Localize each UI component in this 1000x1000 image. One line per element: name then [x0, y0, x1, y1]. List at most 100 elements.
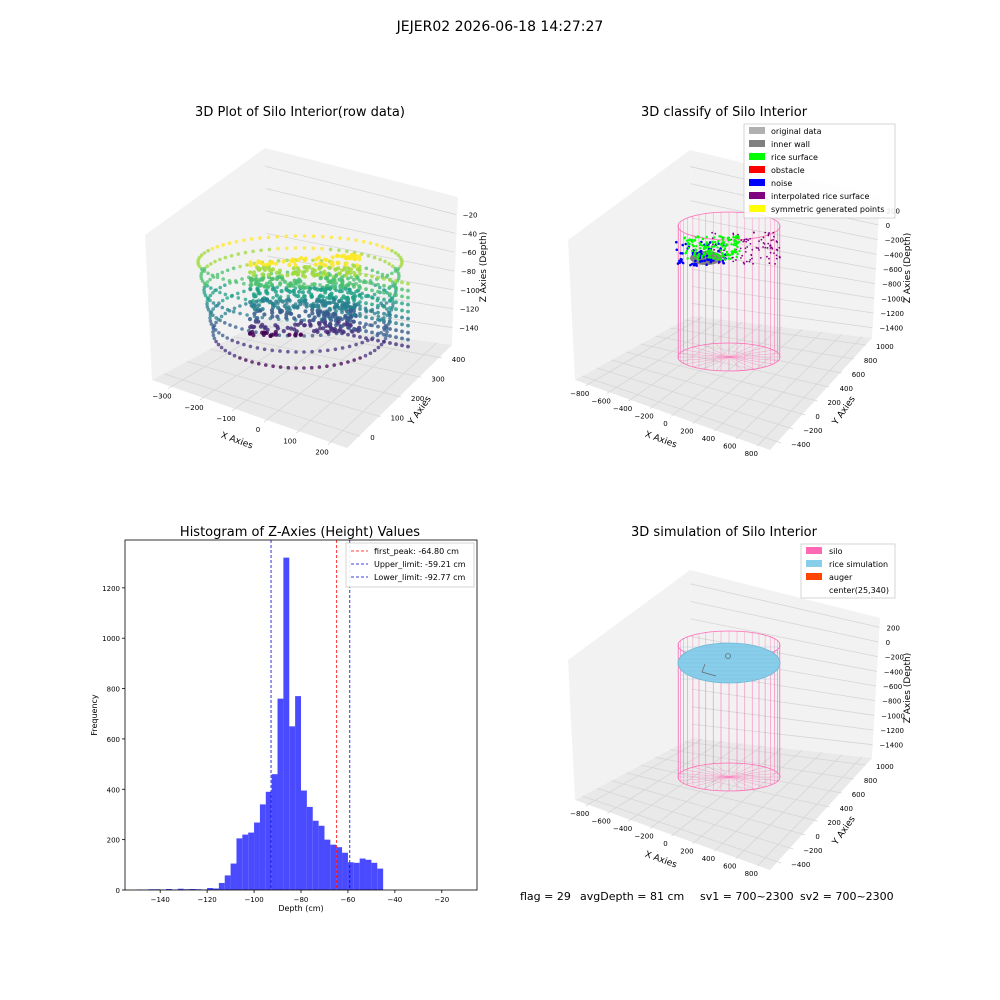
- raw-3d-point: [208, 319, 213, 323]
- raw-3d-point: [208, 313, 213, 317]
- classify-3d-interpolated-point: [748, 260, 751, 263]
- simulation-3d-silo-floor-spoke: [715, 763, 730, 778]
- raw-3d-point: [295, 272, 300, 277]
- classify-3d-interpolated-point: [732, 233, 735, 236]
- raw-3d-point: [388, 299, 392, 303]
- classify-3d-interpolated-point: [735, 259, 737, 261]
- raw-3d-point: [332, 363, 337, 367]
- raw-3d-point: [400, 301, 404, 306]
- classify-3d-z-tick-label: −1000: [881, 295, 905, 303]
- raw-3d-point: [323, 312, 328, 317]
- raw-3d-point: [287, 311, 293, 316]
- raw-3d-point: [236, 340, 240, 345]
- simulation-3d-silo-floor-spoke: [728, 764, 755, 778]
- raw-3d-point: [338, 327, 343, 332]
- raw-3d-point: [248, 283, 253, 288]
- raw-3d-point: [334, 253, 340, 258]
- simulation-3d-silo-floor-spoke: [728, 776, 743, 791]
- raw-3d-point: [248, 270, 253, 275]
- raw-3d-point: [214, 288, 218, 292]
- raw-3d-point: [400, 336, 404, 341]
- raw-3d-point: [260, 272, 265, 277]
- raw-3d-point: [352, 270, 356, 275]
- classify-3d-interpolated-point: [758, 240, 760, 243]
- raw-3d-point: [406, 337, 410, 342]
- classify-3d-interpolated-point: [768, 232, 770, 234]
- raw-3d-point: [370, 281, 374, 286]
- raw-3d-point: [310, 311, 315, 316]
- raw-3d-point: [317, 266, 322, 271]
- classify-3d-silo-floor-spoke: [692, 356, 730, 368]
- raw-3d-point: [308, 322, 313, 327]
- figure-suptitle: JEJER02 2026-06-18 14:27:27: [396, 19, 604, 35]
- raw-3d-point: [297, 284, 302, 289]
- raw-3d-point: [223, 348, 228, 353]
- classify-3d-interpolated-point: [770, 239, 773, 242]
- raw-3d-point: [268, 299, 273, 304]
- classify-3d-rice-surface-point: [716, 246, 719, 249]
- raw-3d-point: [218, 290, 222, 295]
- classify-3d-interpolated-point: [766, 247, 769, 249]
- raw-3d-point: [379, 331, 383, 335]
- raw-3d-point: [313, 286, 318, 291]
- simulation-3d-z-tick-label: −1200: [880, 727, 904, 735]
- raw-3d-point: [346, 266, 351, 271]
- classify-3d-rice-surface-point: [721, 245, 724, 248]
- raw-3d-point: [270, 260, 275, 265]
- classify-3d-legend-swatch: [749, 205, 765, 212]
- panel-classify-3d: 3D classify of Silo Interior −800−600−40…: [568, 105, 913, 458]
- raw-3d-point: [274, 332, 279, 337]
- raw-3d-point: [352, 305, 356, 310]
- histogram-y-tick-label: 800: [107, 686, 120, 694]
- classify-3d-noise-point: [680, 260, 683, 263]
- histogram-bar: [347, 862, 354, 890]
- raw-3d-point: [346, 297, 350, 302]
- simulation-3d-panes: [568, 570, 880, 870]
- classify-3d-rice-surface-point: [703, 251, 706, 255]
- classify-3d-interpolated-point: [773, 235, 775, 238]
- classify-3d-interpolated-point: [745, 238, 748, 241]
- classify-3d-interpolated-point: [732, 260, 735, 263]
- classify-3d-interpolated-point: [755, 246, 758, 249]
- simulation-3d-zlabel: Z Axies (Depth): [903, 653, 913, 724]
- classify-3d-rice-surface-point: [709, 256, 712, 259]
- raw-3d-point: [215, 272, 220, 277]
- classify-3d-interpolated-point: [740, 257, 742, 259]
- raw-3d-point: [363, 353, 368, 358]
- raw-3d-point: [214, 339, 218, 344]
- raw-3d-point: [388, 306, 392, 310]
- raw-3d-point: [284, 246, 289, 251]
- raw-3d-point: [384, 301, 389, 305]
- raw-3d-x-tick-label: 100: [283, 437, 296, 445]
- raw-3d-point: [376, 331, 380, 336]
- classify-3d-noise-point: [718, 260, 721, 264]
- classify-3d-interpolated-point: [745, 260, 748, 263]
- raw-3d-point: [262, 312, 267, 317]
- classify-3d-x-tick-label: 0: [663, 420, 667, 428]
- raw-3d-point: [394, 307, 398, 312]
- classify-3d-rice-surface-point: [688, 242, 691, 246]
- raw-3d-point: [285, 325, 290, 330]
- raw-3d-point: [318, 293, 323, 298]
- raw-3d-point: [278, 281, 283, 286]
- classify-3d-noise-point: [692, 263, 696, 267]
- raw-3d-point: [400, 315, 404, 320]
- classify-3d-rice-surface-point: [701, 254, 704, 258]
- raw-3d-point: [307, 265, 312, 270]
- classify-3d-legend-swatch: [749, 179, 765, 186]
- raw-3d-point: [370, 288, 374, 293]
- raw-3d-z-tick-label: −140: [459, 325, 478, 333]
- raw-3d-point: [340, 275, 344, 280]
- raw-3d-point: [285, 258, 289, 263]
- classify-3d-noise-point: [709, 260, 713, 264]
- raw-3d-point: [263, 325, 268, 330]
- classify-3d-rice-surface-point: [697, 256, 700, 259]
- raw-3d-point: [340, 289, 344, 294]
- raw-3d-point: [354, 238, 359, 243]
- raw-3d-point: [285, 270, 290, 275]
- raw-3d-point: [406, 295, 410, 300]
- raw-3d-point: [219, 345, 224, 350]
- raw-3d-point: [376, 282, 380, 287]
- classify-3d-silo-floor-spoke: [703, 356, 730, 370]
- histogram-bar: [248, 832, 255, 890]
